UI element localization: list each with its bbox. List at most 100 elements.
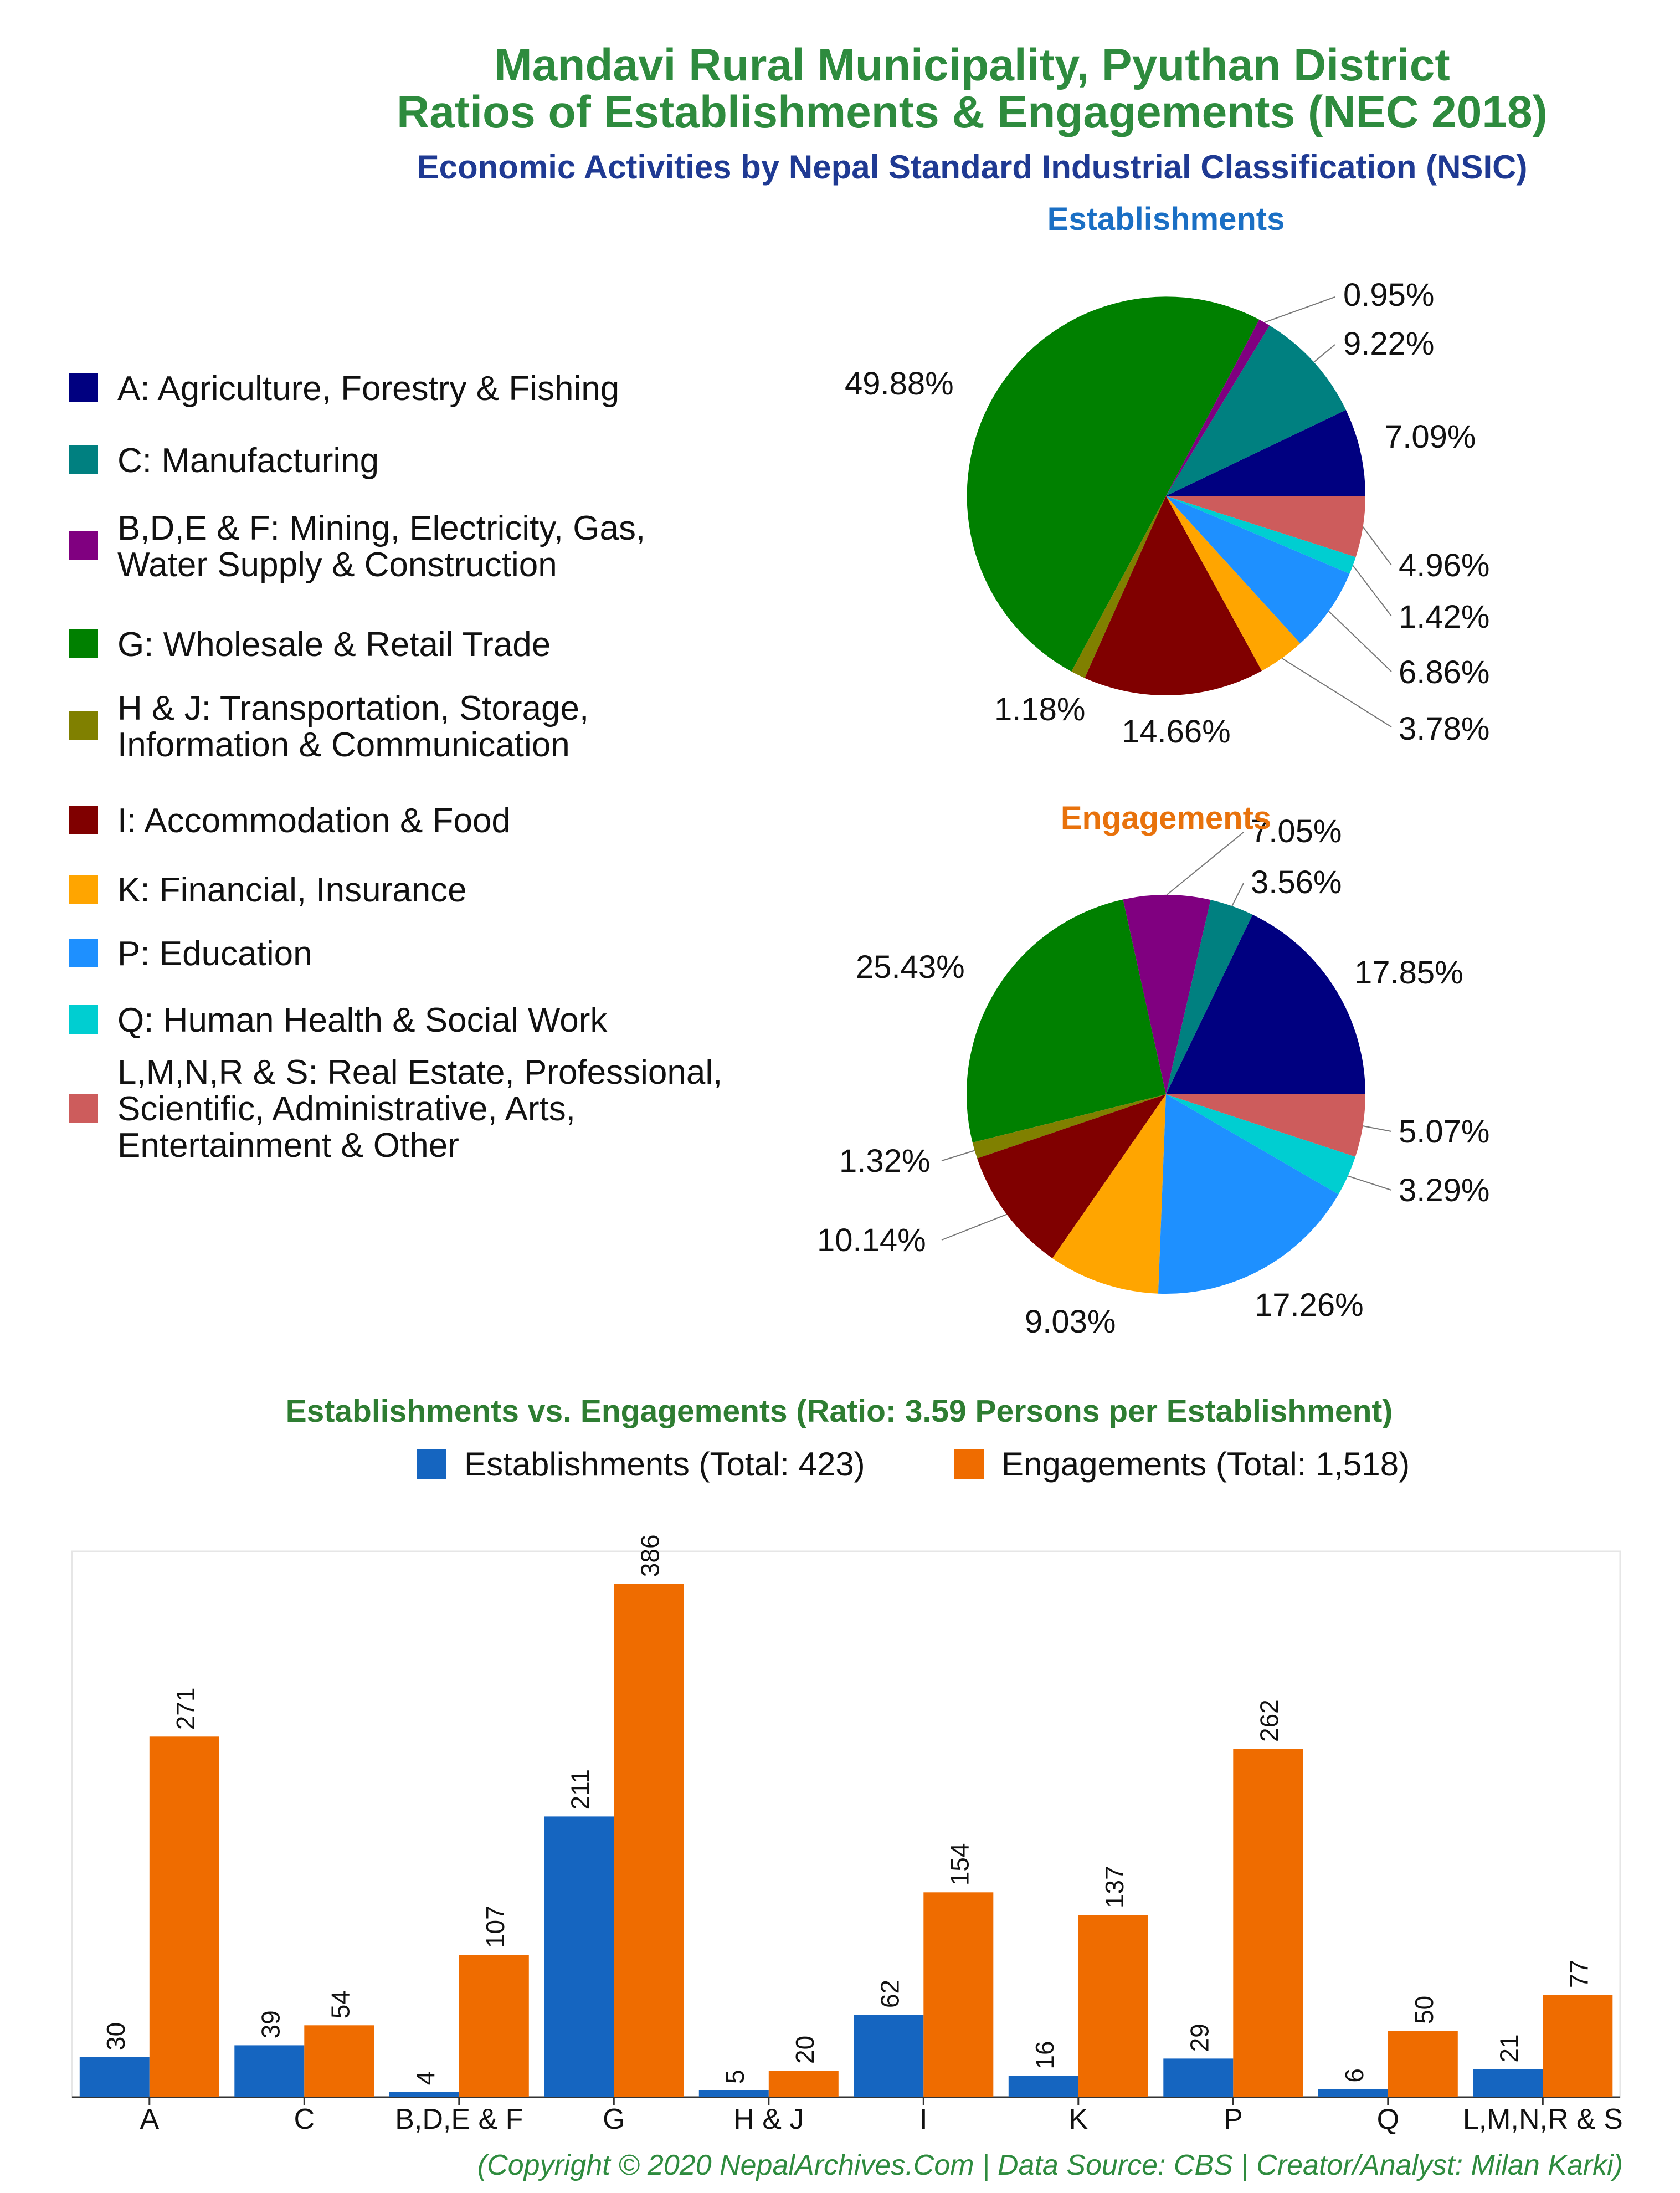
bar-value-label: 137: [1100, 1866, 1129, 1908]
establishments-bar: [1008, 2076, 1078, 2097]
category-legend: A: Agriculture, Forestry & Fishing C: Man…: [69, 370, 722, 1165]
legend-item: H & J: Transportation, Storage,Informati…: [69, 689, 589, 764]
engagements-bar: [1078, 1915, 1148, 2097]
leader-line: [1362, 526, 1392, 566]
legend-item: K: Financial, Insurance: [69, 871, 467, 909]
engagements-bar: [923, 1892, 994, 2097]
leader-line: [941, 1213, 1007, 1241]
pie-label: 17.26%: [1255, 1287, 1364, 1323]
bars: 30 271 A 39 54 C 4 107 B,D,E & F 211 386 G 5 20 H & J 6…: [72, 1534, 1623, 2135]
legend-label: K: Financial, Insurance: [117, 871, 467, 909]
x-tick-label: B,D,E & F: [395, 2103, 523, 2135]
pie-slice: [1158, 1094, 1339, 1294]
legend-label: I: Accommodation & Food: [117, 802, 511, 840]
leader-line: [1313, 344, 1335, 363]
legend-item: L,M,N,R & S: Real Estate, Professional,S…: [69, 1053, 722, 1165]
subtitle: Economic Activities by Nepal Standard In…: [417, 148, 1528, 186]
legend-label: Water Supply & Construction: [117, 546, 557, 584]
bar-value-label: 4: [411, 2071, 440, 2086]
establishments-bar: [234, 2045, 305, 2097]
establishments-bar: [1318, 2089, 1388, 2097]
pie-slice: [977, 1094, 1166, 1258]
legend-swatch: [69, 711, 98, 740]
bar-value-label: 29: [1185, 2023, 1214, 2052]
pie-slice: [1166, 496, 1365, 557]
x-tick-label: G: [603, 2103, 625, 2135]
main-title-line-2: Ratios of Establishments & Engagements (…: [397, 87, 1548, 137]
legend-item: Q: Human Health & Social Work: [69, 1001, 608, 1039]
engagements-bar: [459, 1955, 529, 2097]
legend-swatch: [69, 629, 98, 658]
pie-label: 49.88%: [845, 366, 954, 402]
legend-swatch: [69, 531, 98, 560]
x-tick-label: I: [919, 2103, 927, 2135]
legend-label: A: Agriculture, Forestry & Fishing: [117, 370, 619, 408]
engagements-bar: [304, 2025, 374, 2097]
bar-value-label: 262: [1255, 1699, 1283, 1742]
bar-legend-label: Engagements (Total: 1,518): [1001, 1446, 1410, 1483]
bar-legend-swatch: [417, 1449, 446, 1479]
leader-line: [1231, 883, 1244, 906]
legend-label: Q: Human Health & Social Work: [117, 1001, 608, 1039]
legend-swatch: [69, 875, 98, 904]
bar-value-label: 6: [1340, 2068, 1369, 2083]
x-tick-label: K: [1068, 2103, 1088, 2135]
engagements-pie-title: Engagements: [1061, 800, 1271, 836]
leader-line: [1281, 658, 1392, 727]
bar-value-label: 386: [635, 1534, 664, 1577]
pie-label: 3.29%: [1399, 1172, 1489, 1208]
pie-slice: [966, 899, 1166, 1143]
pie-label: 7.09%: [1385, 419, 1476, 455]
establishments-pie: 7.09% 9.22% 0.95% 49.88% 1.18% 14.66% 3.78% 6.8…: [845, 277, 1489, 750]
pie-slice: [1166, 496, 1350, 644]
bar-value-label: 5: [721, 2069, 749, 2084]
pie-slice: [1166, 325, 1346, 496]
bar-value-label: 211: [566, 1769, 594, 1810]
pie-slice: [1071, 496, 1166, 678]
pie-slice: [1166, 496, 1356, 574]
pie-label: 7.05%: [1251, 813, 1342, 849]
x-tick-label: A: [140, 2103, 159, 2135]
main-title-line-1: Mandavi Rural Municipality, Pyuthan Dist…: [494, 40, 1450, 90]
establishments-bar: [854, 2015, 924, 2097]
engagements-pie: 17.85% 3.56% 7.05% 25.43% 1.32% 10.14% 9.03% 17…: [817, 813, 1489, 1340]
bar-value-label: 21: [1494, 2034, 1523, 2062]
pie-label: 3.78%: [1399, 711, 1489, 747]
pie-slice: [1166, 319, 1270, 496]
leader-line: [1264, 296, 1335, 323]
pie-label: 17.85%: [1354, 955, 1463, 991]
legend-label: Scientific, Administrative, Arts,: [117, 1090, 576, 1128]
x-tick-label: C: [294, 2103, 315, 2135]
bar-value-label: 20: [790, 2036, 819, 2064]
pie-label: 5.07%: [1399, 1114, 1489, 1150]
bar-legend-label: Establishments (Total: 423): [464, 1446, 865, 1483]
leader-line: [1352, 565, 1392, 617]
x-tick-label: P: [1224, 2103, 1243, 2135]
pie-slice: [1166, 900, 1253, 1094]
pie-label: 14.66%: [1122, 714, 1231, 750]
engagements-bar: [1233, 1749, 1303, 2097]
engagements-bar: [614, 1584, 684, 2097]
bar-value-label: 54: [326, 1990, 355, 2018]
pie-label: 1.42%: [1399, 599, 1489, 635]
legend-swatch: [69, 939, 98, 967]
legend-label: H & J: Transportation, Storage,: [117, 689, 589, 727]
legend-label: G: Wholesale & Retail Trade: [117, 626, 551, 664]
legend-swatch: [69, 373, 98, 402]
leader-line: [1348, 1175, 1392, 1191]
x-tick-label: Q: [1377, 2103, 1399, 2135]
bar-legend-swatch: [954, 1449, 984, 1479]
pie-label: 1.18%: [994, 691, 1085, 727]
legend-swatch: [69, 445, 98, 474]
x-tick-label: L,M,N,R & S: [1463, 2103, 1623, 2135]
establishments-bar: [1163, 2058, 1234, 2097]
legend-label: C: Manufacturing: [117, 442, 379, 480]
legend-label: Entertainment & Other: [117, 1126, 459, 1165]
x-tick-label: H & J: [733, 2103, 804, 2135]
bar-value-label: 107: [481, 1905, 510, 1948]
legend-item: C: Manufacturing: [69, 442, 379, 480]
pie-slice: [1123, 894, 1211, 1094]
bar-legend: Establishments (Total: 423) Engagements (…: [417, 1446, 1410, 1483]
pie-label: 3.56%: [1251, 864, 1342, 900]
pie-label: 25.43%: [856, 949, 965, 985]
